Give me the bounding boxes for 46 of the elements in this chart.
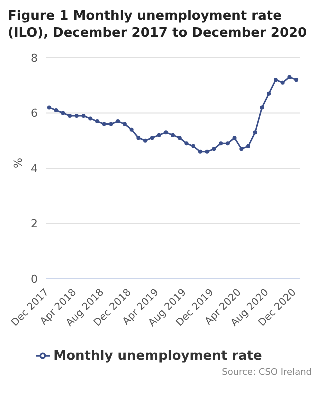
point — [136, 136, 141, 140]
y-axis-title: % — [12, 158, 25, 168]
point — [74, 114, 79, 118]
y-tick-label: 6 — [31, 107, 38, 120]
point — [226, 142, 230, 146]
point — [246, 144, 251, 148]
point — [150, 136, 154, 140]
point — [102, 122, 106, 126]
point — [212, 147, 216, 152]
point — [144, 138, 148, 143]
point — [205, 150, 210, 154]
point — [240, 147, 244, 152]
point — [274, 78, 278, 82]
point — [198, 150, 202, 154]
point — [267, 92, 272, 96]
chart-title: Figure 1 Monthly unemployment rate (ILO), December 2017 to December 2020 — [8, 8, 308, 42]
point — [109, 122, 114, 126]
point — [232, 136, 237, 140]
point — [61, 111, 66, 116]
point — [157, 133, 162, 138]
y-tick-label: 4 — [31, 162, 38, 176]
y-tick-label: 0 — [31, 272, 38, 286]
legend-label: Monthly unemployment rate — [54, 349, 262, 364]
point — [192, 144, 196, 148]
y-tick-label: 8 — [31, 52, 38, 65]
point — [260, 106, 264, 110]
point — [54, 108, 58, 112]
point — [122, 122, 127, 126]
point — [294, 78, 299, 82]
point — [47, 106, 52, 110]
point — [116, 120, 120, 124]
point — [178, 136, 182, 140]
y-tick-label: 2 — [31, 218, 38, 231]
point — [171, 133, 175, 138]
point — [88, 116, 93, 121]
point — [219, 142, 224, 146]
point — [280, 80, 285, 85]
point — [95, 120, 100, 124]
point — [253, 130, 258, 135]
source-note: Source: CSO Ireland — [221, 368, 312, 378]
point — [130, 128, 134, 132]
point — [164, 130, 168, 135]
point — [68, 114, 72, 118]
point — [82, 114, 86, 118]
point — [184, 142, 189, 146]
point — [288, 75, 292, 80]
